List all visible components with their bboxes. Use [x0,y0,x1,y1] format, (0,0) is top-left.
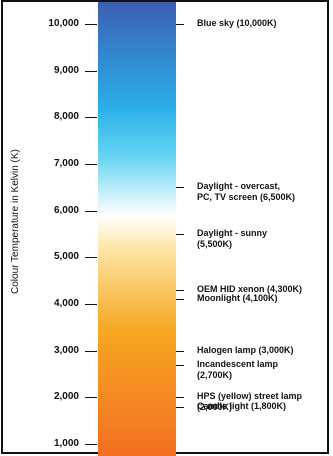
annotation-marker [176,290,184,291]
annotation-label: OEM HID xenon (4,300K) [197,284,303,294]
annotation-marker [176,350,184,352]
annotation-label: Daylight - overcast, PC, TV screen (6,50… [197,181,296,203]
y-axis-label: Colour Temperature in Kelvin (K) [10,149,21,295]
annotation-marker [176,397,184,399]
annotation-marker [176,234,184,235]
y-tick-mark [85,350,97,352]
annotation-marker [176,364,184,366]
y-tick-mark [85,304,97,305]
y-tick-label: 3,000 [53,344,79,356]
y-tick-mark [85,117,97,119]
y-tick-mark [85,70,97,72]
y-tick-mark [85,24,97,25]
annotation-marker [176,24,184,25]
annotation-marker [176,187,184,189]
annotation-marker [176,299,184,301]
y-tick-mark [85,444,97,445]
y-tick-mark [85,210,97,212]
y-tick-label: 4,000 [53,298,79,309]
annotation-label: Incandescent lamp (2,700K) [197,358,279,380]
y-tick-label: 10,000 [48,18,79,29]
annotation-label: Blue sky (10,000K) [197,18,277,28]
y-tick-mark [85,397,97,399]
annotation-label: Moonlight (4,100K) [197,293,278,304]
y-tick-label: 5,000 [53,251,79,263]
annotation-label: Candle light (1,800K) [197,400,287,411]
annotation-label: Halogen lamp (3,000K) [197,344,294,355]
y-tick-label: 2,000 [53,391,79,403]
colour-temperature-gradient [98,2,176,456]
y-tick-mark [85,164,97,165]
y-tick-label: 7,000 [53,158,79,169]
y-tick-label: 6,000 [53,204,79,216]
annotation-marker [176,406,184,408]
y-tick-mark [85,257,97,259]
y-tick-label: 1,000 [53,438,79,449]
y-tick-label: 8,000 [53,111,79,123]
annotation-label: HPS (yellow) street lamp (2,000K) [197,391,303,413]
annotation-label: Daylight - sunny (5,500K) [197,228,268,249]
y-tick-label: 9,000 [53,64,79,76]
